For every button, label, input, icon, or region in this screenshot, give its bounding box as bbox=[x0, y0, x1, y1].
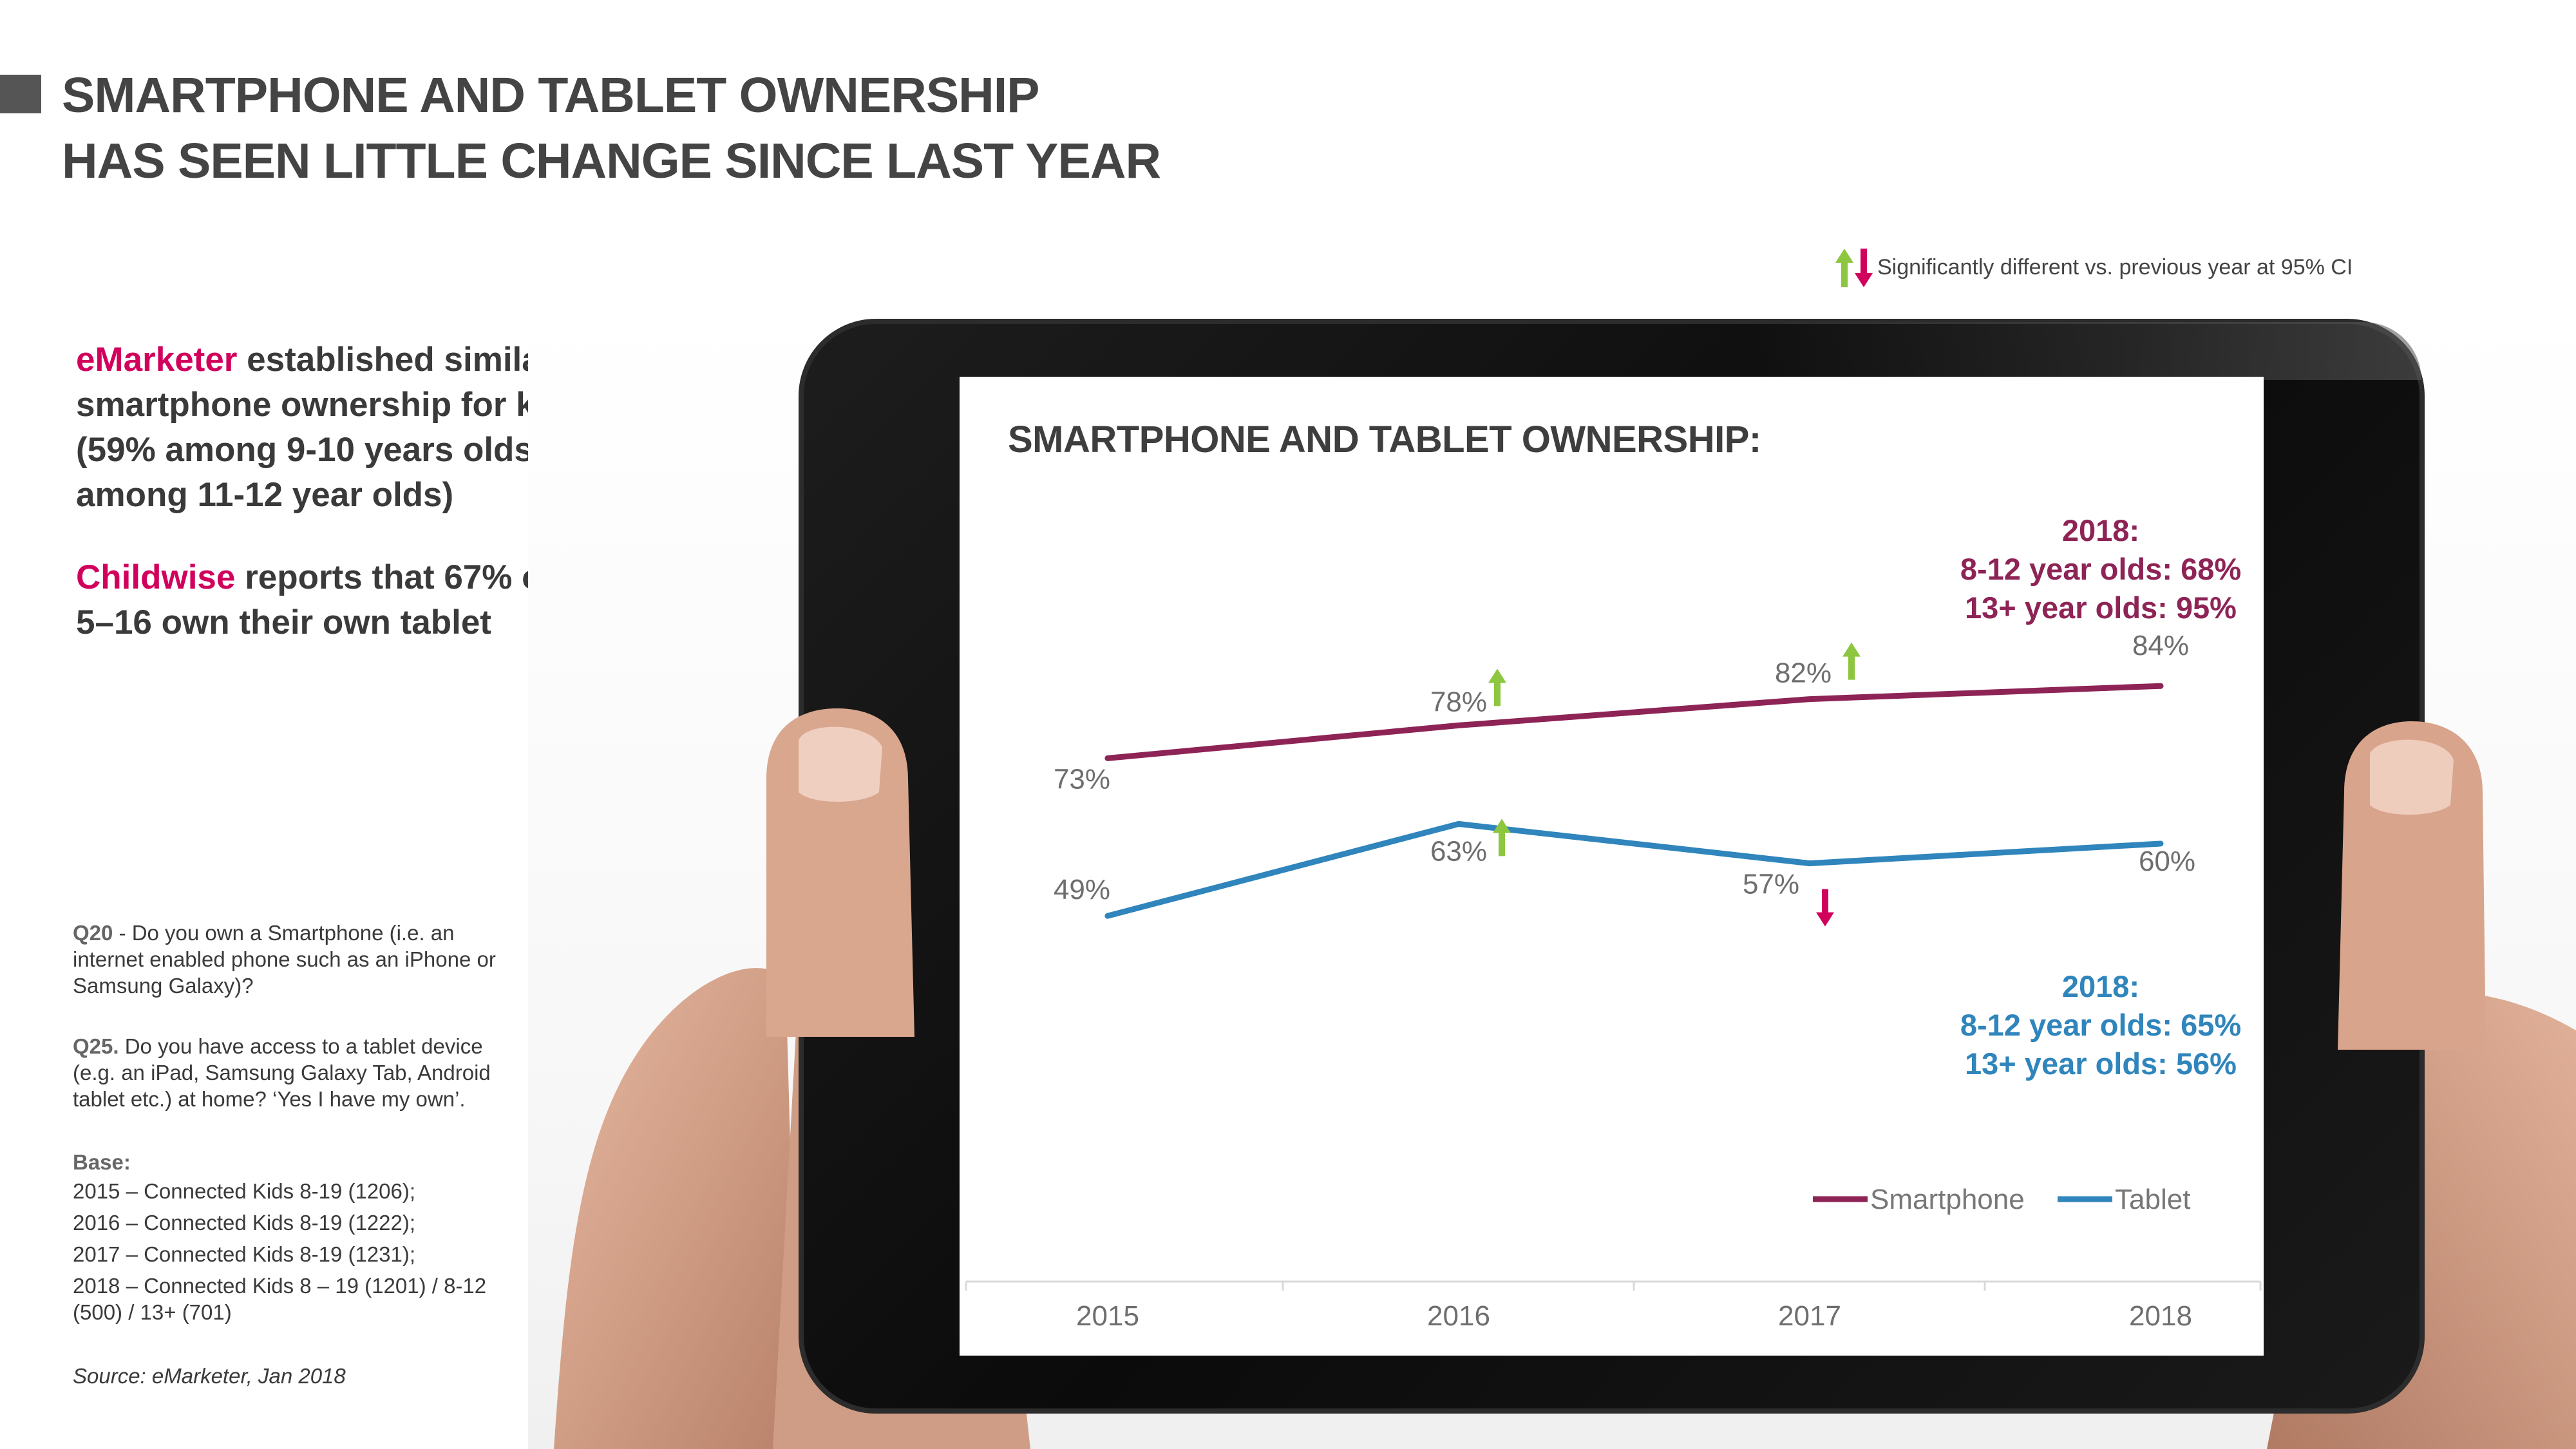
base-line-2015: 2015 – Connected Kids 8-19 (1206); bbox=[73, 1179, 416, 1203]
legend-label-smartphone: Smartphone bbox=[1870, 1184, 2025, 1215]
base-line-2017: 2017 – Connected Kids 8-19 (1231); bbox=[73, 1242, 416, 1266]
base-label: Base: bbox=[73, 1150, 131, 1174]
smartphone-callout-line-1: 2018: bbox=[2062, 513, 2139, 547]
chart-title: SMARTPHONE AND TABLET OWNERSHIP: bbox=[1008, 419, 1761, 460]
base-line-2018: 2018 – Connected Kids 8 – 19 (1201) / 8-… bbox=[73, 1274, 487, 1324]
down-arrow-icon bbox=[1816, 889, 1834, 927]
data-labels: 73% 78% 82% 84% 49% 63% 57% 60% bbox=[1054, 630, 2195, 905]
base-notes: Base: 2015 – Connected Kids 8-19 (1206);… bbox=[73, 1149, 524, 1331]
up-arrow-icon bbox=[1488, 668, 1506, 706]
data-label-tablet-2017: 57% bbox=[1743, 869, 1799, 900]
smartphone-callout-line-3: 13+ year olds: 95% bbox=[1965, 591, 2237, 625]
base-line-2016: 2016 – Connected Kids 8-19 (1222); bbox=[73, 1211, 416, 1235]
q25-text: Do you have access to a tablet device (e… bbox=[73, 1034, 491, 1111]
title-marker bbox=[0, 75, 41, 113]
down-arrow-icon bbox=[1855, 249, 1873, 287]
tablet-callout-line-1: 2018: bbox=[2062, 969, 2139, 1003]
smartphone-callout: 2018: 8-12 year olds: 68% 13+ year olds:… bbox=[1960, 513, 2241, 625]
right-thumb-image bbox=[2338, 721, 2486, 1050]
source-note: Source: eMarketer, Jan 2018 bbox=[73, 1364, 346, 1388]
x-tick-label-2015: 2015 bbox=[1076, 1300, 1139, 1332]
significance-legend-text: Significantly different vs. previous yea… bbox=[1877, 255, 2353, 279]
x-axis-labels: 2015 2016 2017 2018 bbox=[1076, 1300, 2192, 1332]
tablet-glare bbox=[1752, 322, 2421, 380]
q25-label: Q25. bbox=[73, 1034, 119, 1058]
x-axis-ticks bbox=[965, 1282, 2262, 1291]
series-line-smartphone bbox=[1104, 683, 2164, 761]
question-q20: Q20 - Do you own a Smartphone (i.e. an i… bbox=[73, 920, 524, 999]
brand-emarketer: eMarketer bbox=[76, 341, 238, 379]
data-label-smartphone-2016: 78% bbox=[1430, 686, 1487, 717]
data-label-smartphone-2015: 73% bbox=[1054, 763, 1110, 795]
x-tick-label-2016: 2016 bbox=[1427, 1300, 1490, 1332]
question-q25: Q25. Do you have access to a tablet devi… bbox=[73, 1033, 524, 1112]
up-arrow-icon bbox=[1835, 249, 1853, 287]
q20-label: Q20 bbox=[73, 921, 113, 945]
x-tick-label-2018: 2018 bbox=[2129, 1300, 2192, 1332]
up-arrow-icon bbox=[1842, 642, 1861, 680]
data-label-tablet-2015: 49% bbox=[1054, 874, 1110, 905]
legend-label-tablet: Tablet bbox=[2115, 1184, 2190, 1215]
chart-legend: Smartphone Tablet bbox=[1813, 1184, 2190, 1215]
series-line-tablet bbox=[1104, 820, 2164, 919]
data-label-smartphone-2018: 84% bbox=[2132, 630, 2189, 661]
up-arrow-icon bbox=[1493, 819, 1511, 857]
x-tick-label-2017: 2017 bbox=[1778, 1300, 1841, 1332]
tablet-screen bbox=[960, 377, 2264, 1356]
smartphone-callout-line-2: 8-12 year olds: 68% bbox=[1960, 552, 2241, 586]
series-layer bbox=[1104, 683, 2164, 919]
data-label-smartphone-2017: 82% bbox=[1775, 658, 1832, 689]
left-thumb-image bbox=[766, 708, 914, 1037]
tablet-callout-line-3: 13+ year olds: 56% bbox=[1965, 1046, 2237, 1081]
tablet-callout-line-2: 8-12 year olds: 65% bbox=[1960, 1008, 2241, 1042]
q20-text: - Do you own a Smartphone (i.e. an inter… bbox=[73, 921, 496, 998]
brand-childwise: Childwise bbox=[76, 558, 236, 596]
slide-title-line-2: HAS SEEN LITTLE CHANGE SINCE LAST YEAR bbox=[62, 133, 1161, 189]
data-label-tablet-2018: 60% bbox=[2139, 846, 2195, 877]
significance-arrows bbox=[1488, 642, 1861, 927]
data-label-tablet-2016: 63% bbox=[1430, 835, 1487, 867]
tablet-callout: 2018: 8-12 year olds: 65% 13+ year olds:… bbox=[1960, 969, 2241, 1081]
slide-title-line-1: SMARTPHONE AND TABLET OWNERSHIP bbox=[62, 68, 1040, 123]
